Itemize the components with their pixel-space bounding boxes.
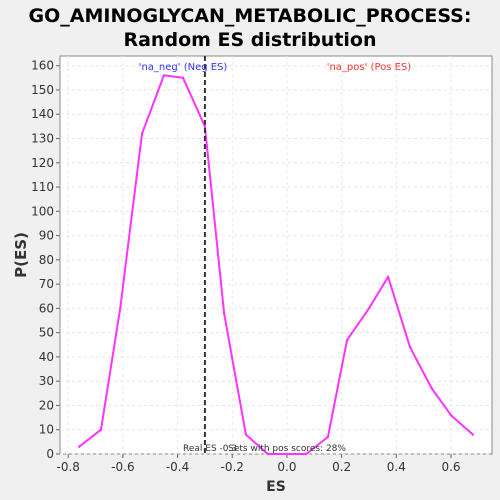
x-tick-label: 0.4 bbox=[387, 460, 406, 474]
data-point bbox=[162, 74, 166, 77]
y-tick-label: 80 bbox=[39, 253, 54, 267]
x-axis-label: ES bbox=[266, 479, 286, 495]
y-tick-label: 60 bbox=[39, 301, 54, 315]
y-tick-label: 10 bbox=[39, 423, 54, 437]
chart-title-line2: Random ES distribution bbox=[123, 29, 376, 51]
data-point bbox=[77, 445, 81, 448]
data-point bbox=[181, 76, 185, 80]
x-tick-label: 0.0 bbox=[277, 460, 296, 474]
chart-title-line1: GO_AMINOGLYCAN_METABOLIC_PROCESS: bbox=[29, 5, 472, 27]
data-point bbox=[430, 387, 434, 390]
x-tick-label: -0.2 bbox=[221, 460, 244, 474]
y-tick-label: 140 bbox=[31, 107, 54, 121]
data-point bbox=[408, 346, 412, 349]
y-tick-label: 30 bbox=[39, 374, 54, 388]
data-point bbox=[222, 312, 226, 315]
x-tick-label: 0.2 bbox=[332, 460, 351, 474]
series-layer bbox=[77, 74, 475, 456]
y-tick-label: 110 bbox=[31, 180, 54, 194]
data-point bbox=[326, 435, 330, 439]
x-tick-label: -0.4 bbox=[166, 460, 189, 474]
y-tick-label: 90 bbox=[39, 229, 54, 243]
y-tick-label: 130 bbox=[31, 132, 54, 146]
y-tick-label: 0 bbox=[46, 447, 54, 461]
data-point bbox=[244, 433, 248, 436]
y-tick-label: 50 bbox=[39, 326, 54, 340]
y-tick-label: 120 bbox=[31, 156, 54, 170]
data-point bbox=[449, 413, 453, 417]
data-point bbox=[266, 452, 269, 456]
x-tick-label: -0.6 bbox=[111, 460, 134, 474]
data-point bbox=[367, 307, 371, 310]
y-tick-label: 40 bbox=[39, 350, 54, 364]
real-es-label: Real ES -0.3 bbox=[183, 444, 237, 454]
data-point bbox=[140, 132, 144, 135]
distribution-line bbox=[78, 74, 474, 455]
pos-es-label: 'na_pos' (Pos ES) bbox=[327, 62, 412, 73]
data-point bbox=[345, 338, 349, 342]
data-point bbox=[304, 452, 308, 456]
x-tick-label: -0.8 bbox=[56, 460, 79, 474]
pos-scores-label: Sets with pos scores: 28% bbox=[228, 444, 346, 454]
y-tick-label: 70 bbox=[39, 277, 54, 291]
neg-es-label: 'na_neg' (Neg ES) bbox=[139, 62, 228, 73]
x-tick-label: 0.6 bbox=[441, 460, 460, 474]
axes: 0 10 20 30 40 50 60 70 80 90 100 110 120 130 140 150 160… bbox=[31, 59, 460, 474]
y-tick-label: 100 bbox=[31, 204, 54, 218]
data-point bbox=[285, 452, 289, 456]
y-tick-label: 20 bbox=[39, 398, 54, 412]
plot-area bbox=[59, 55, 493, 455]
y-tick-label: 150 bbox=[31, 83, 54, 97]
data-point bbox=[203, 125, 207, 128]
y-axis-label: P(ES) bbox=[12, 232, 30, 278]
y-tick-label: 160 bbox=[31, 59, 54, 73]
data-point bbox=[99, 428, 103, 431]
data-point bbox=[386, 275, 390, 279]
data-point bbox=[471, 433, 475, 436]
grid bbox=[60, 56, 492, 455]
annotations: 'na_neg' (Neg ES) 'na_pos' (Pos ES) Real E… bbox=[139, 56, 412, 454]
data-point bbox=[118, 307, 122, 310]
